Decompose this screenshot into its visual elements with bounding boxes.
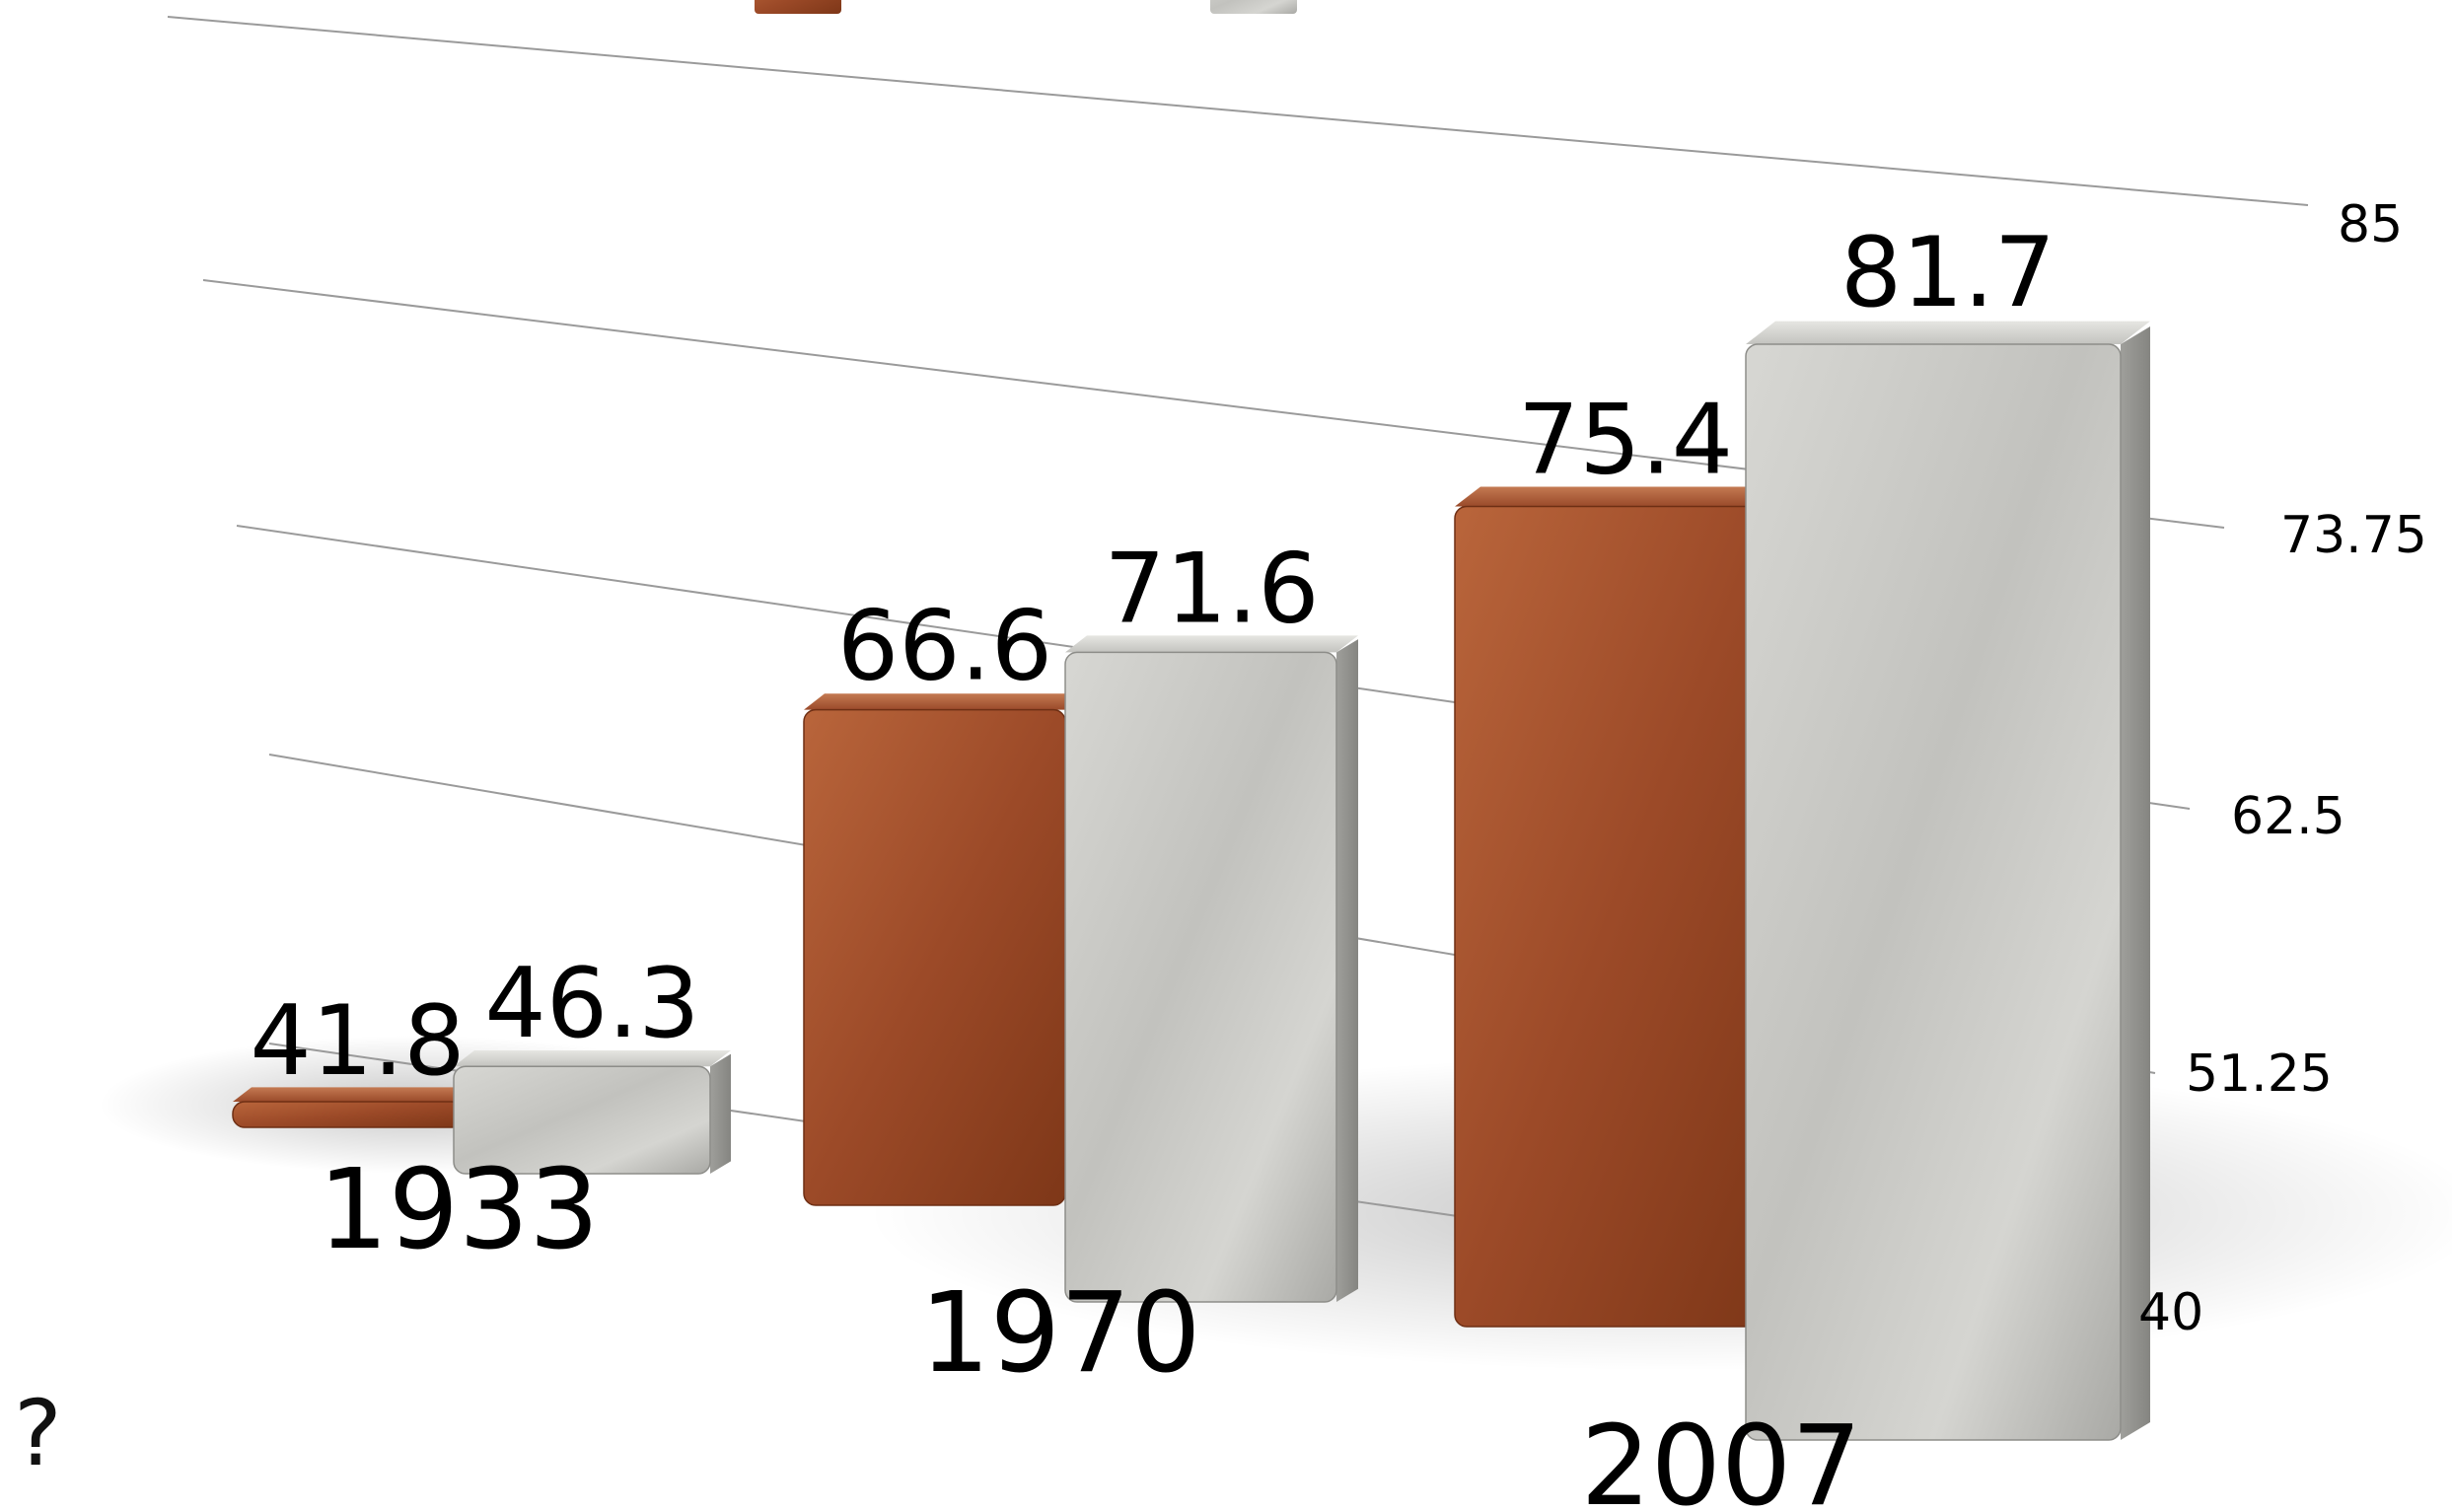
bar-front — [453, 1065, 711, 1175]
y-tick-label: 73.75 — [2280, 506, 2427, 565]
bar-front — [1064, 651, 1337, 1303]
bar — [453, 1050, 731, 1175]
y-tick-label: 62.5 — [2231, 787, 2345, 846]
bar-side — [710, 1053, 731, 1174]
bars — [232, 321, 2150, 1441]
bar-top — [1065, 635, 1358, 653]
gridline — [167, 16, 2309, 206]
y-tick-label: 40 — [2138, 1283, 2203, 1342]
corner-mark: ? — [14, 1381, 62, 1486]
x-tick-label: 1970 — [919, 1269, 1200, 1398]
legend-swatch-steel — [1210, 0, 1297, 14]
data-label: 71.6 — [1104, 533, 1319, 645]
bar-top — [804, 693, 1086, 710]
data-label: 41.8 — [250, 985, 465, 1098]
legend-swatch-copper — [755, 0, 841, 14]
bar-side — [2121, 326, 2150, 1440]
bar-top — [1455, 486, 1796, 507]
bar — [1454, 486, 1796, 1328]
bar-side — [1336, 639, 1358, 1302]
bar-front — [803, 708, 1066, 1206]
bar-top — [454, 1050, 731, 1067]
legend — [755, 0, 1297, 14]
x-tick-label: 2007 — [1580, 1403, 1861, 1512]
data-label: 81.7 — [1840, 217, 2055, 329]
x-tick-label: 1933 — [318, 1146, 599, 1274]
data-label: 66.6 — [837, 591, 1052, 703]
bar-top — [233, 1087, 482, 1102]
bar-front — [1454, 505, 1771, 1328]
bar — [1745, 321, 2150, 1441]
y-tick-label: 51.25 — [2186, 1044, 2333, 1104]
bar — [803, 693, 1086, 1206]
y-tick-label: 85 — [2338, 195, 2403, 254]
bar-front — [232, 1101, 465, 1128]
bar-front — [1745, 343, 2122, 1441]
bar-top — [1746, 321, 2150, 345]
data-label: 75.4 — [1518, 384, 1733, 496]
data-label: 46.3 — [484, 948, 699, 1060]
bar — [1064, 635, 1358, 1303]
